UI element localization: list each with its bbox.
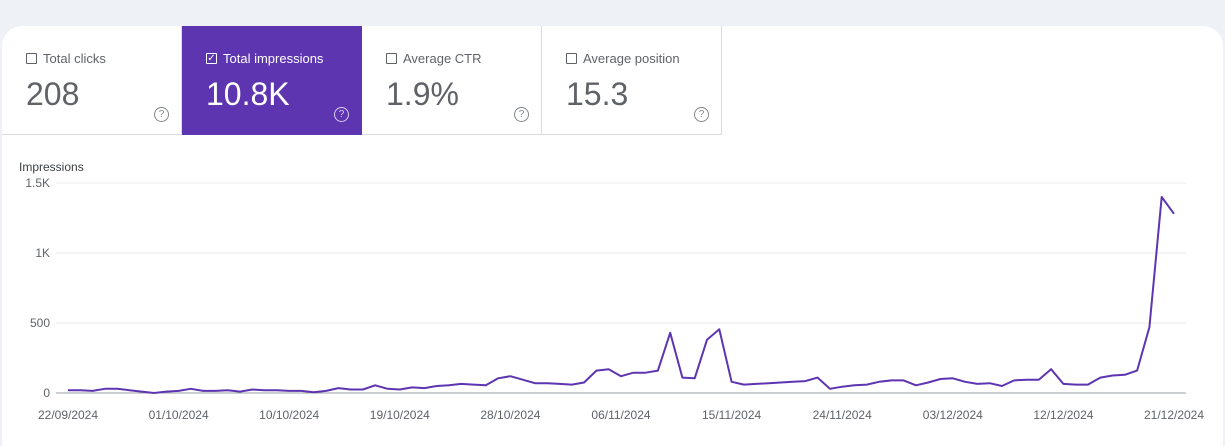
y-tick-label: 0: [43, 386, 50, 400]
x-tick-label: 12/12/2024: [1033, 408, 1093, 422]
y-tick-label: 1.5K: [25, 176, 50, 190]
x-tick-label: 03/12/2024: [923, 408, 983, 422]
x-tick-label: 01/10/2024: [149, 408, 209, 422]
x-tick-label: 28/10/2024: [480, 408, 540, 422]
help-circle-icon[interactable]: ?: [334, 107, 349, 122]
checkbox-icon[interactable]: [566, 53, 577, 64]
metric-total-clicks[interactable]: Total clicks 208 ?: [2, 26, 182, 135]
metric-label: Average position: [583, 51, 680, 66]
series-line-impressions: [68, 196, 1175, 394]
x-tick-label: 15/11/2024: [702, 408, 761, 422]
y-tick-label: 1K: [35, 246, 50, 260]
help-circle-icon[interactable]: ?: [154, 107, 169, 122]
metric-label: Average CTR: [403, 51, 482, 66]
metric-label: Total clicks: [43, 51, 106, 66]
x-tick-label: 22/09/2024: [38, 408, 98, 422]
x-tick-label: 06/11/2024: [591, 408, 650, 422]
x-tick-label: 19/10/2024: [370, 408, 430, 422]
metric-value: 1.9%: [386, 76, 459, 112]
help-circle-icon[interactable]: ?: [514, 107, 529, 122]
metric-value: 15.3: [566, 76, 629, 112]
metric-tabs: Total clicks 208 ? ✓ Total impressions 1…: [2, 26, 722, 136]
metric-average-ctr[interactable]: Average CTR 1.9% ?: [362, 26, 542, 135]
checkbox-checked-icon[interactable]: ✓: [206, 52, 217, 64]
y-tick-label: 500: [30, 316, 50, 330]
help-circle-icon[interactable]: ?: [694, 107, 709, 122]
metric-value: 208: [26, 76, 80, 112]
impressions-chart: Impressions 0 500 1K 1.5K 22/09/2024 01/10/20…: [19, 160, 1204, 422]
checkbox-icon[interactable]: [26, 53, 37, 64]
x-tick-label: 21/12/2024: [1144, 408, 1204, 422]
metric-total-impressions[interactable]: ✓ Total impressions 10.8K ?: [182, 26, 362, 135]
x-tick-label: 10/10/2024: [259, 408, 319, 422]
performance-card: Total clicks 208 ? ✓ Total impressions 1…: [2, 26, 1223, 446]
metric-label: Total impressions: [223, 51, 324, 66]
metric-value: 10.8K: [206, 76, 290, 112]
checkbox-icon[interactable]: [386, 53, 397, 64]
y-axis-label: Impressions: [19, 160, 84, 174]
metric-average-position[interactable]: Average position 15.3 ?: [542, 26, 722, 135]
x-tick-label: 24/11/2024: [813, 408, 872, 422]
